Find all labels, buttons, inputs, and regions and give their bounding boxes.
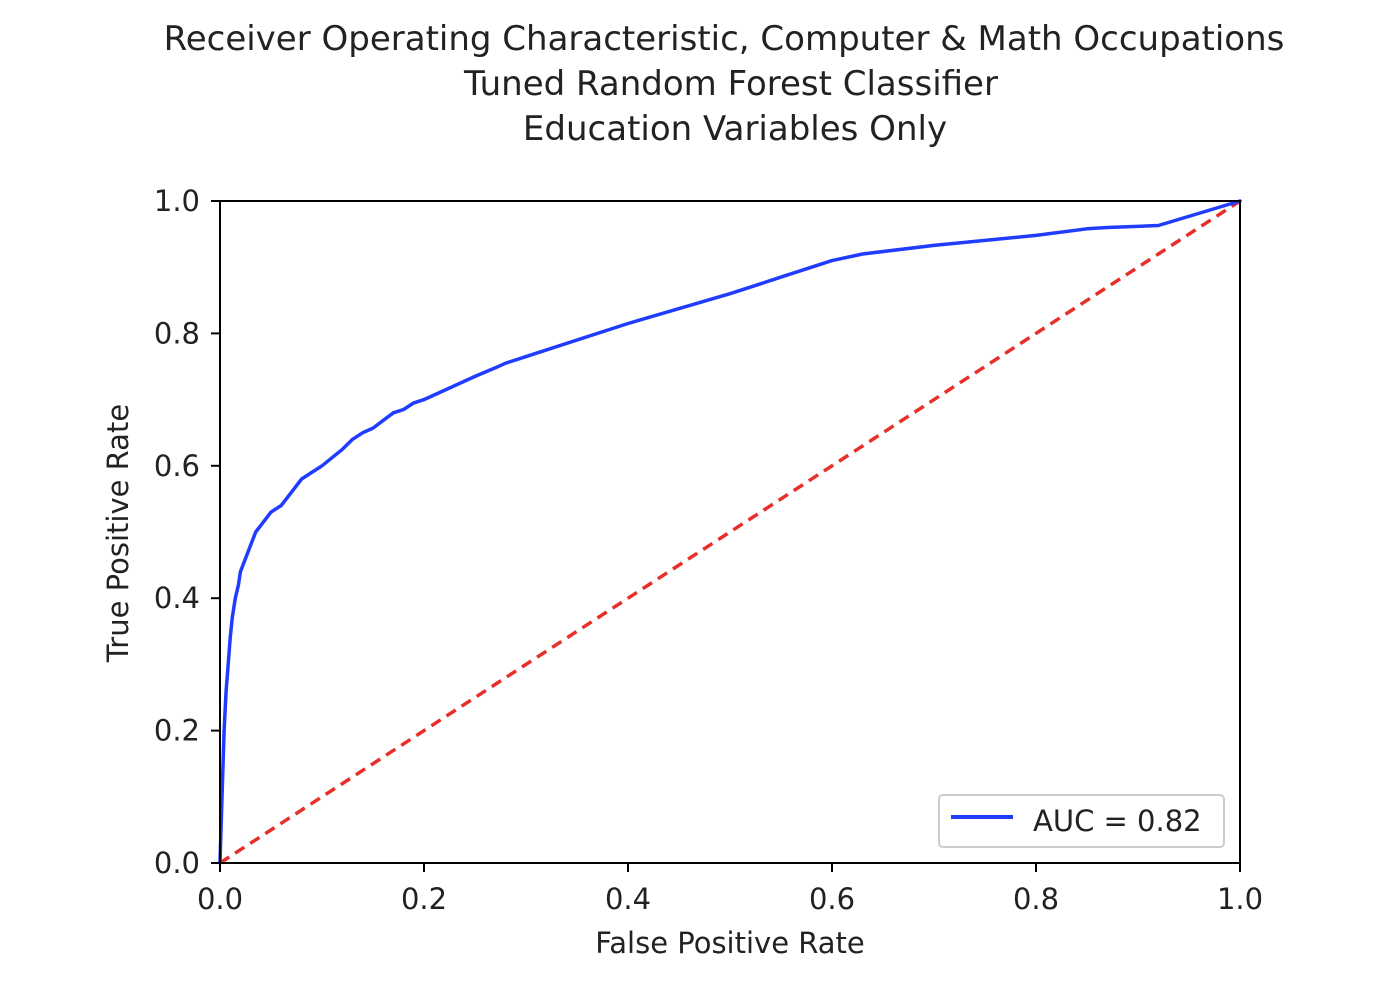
y-tick-label: 0.6 [154,449,200,483]
y-tick-label: 0.2 [154,714,200,748]
y-tick-label: 0.4 [154,581,200,615]
x-tick-label: 0.8 [1013,882,1059,916]
legend-label: AUC = 0.82 [1033,804,1202,838]
chart-title-line-2: Tuned Random Forest Classifier [463,64,998,104]
plot-area [218,199,1242,865]
x-tick-label: 0.2 [401,882,447,916]
y-tick-label: 0.0 [154,846,200,880]
roc-curve-line [218,199,1242,865]
chart-title-line-3: Education Variables Only [523,109,947,149]
chance-diagonal-line [219,199,1241,865]
legend: AUC = 0.82 [938,794,1225,848]
plot-frame [219,200,1241,864]
y-tick-label: 0.8 [154,316,200,350]
legend-box [938,794,1225,848]
y-tick-label: 1.0 [154,184,200,218]
x-tick-label: 0.0 [197,882,243,916]
x-tick-label: 0.4 [605,882,651,916]
x-tick-label: 0.6 [809,882,855,916]
x-axis-ticks: 0.0 0.2 0.4 0.6 0.8 1.0 [197,863,1263,916]
x-tick-label: 1.0 [1217,882,1263,916]
chart-title: Receiver Operating Characteristic, Compu… [164,19,1285,149]
x-axis-label: False Positive Rate [595,926,865,960]
y-axis-label: True Positive Rate [101,404,135,663]
chart-title-line-1: Receiver Operating Characteristic, Compu… [164,19,1285,59]
y-axis-ticks: 0.0 0.2 0.4 0.6 0.8 1.0 [154,184,220,880]
